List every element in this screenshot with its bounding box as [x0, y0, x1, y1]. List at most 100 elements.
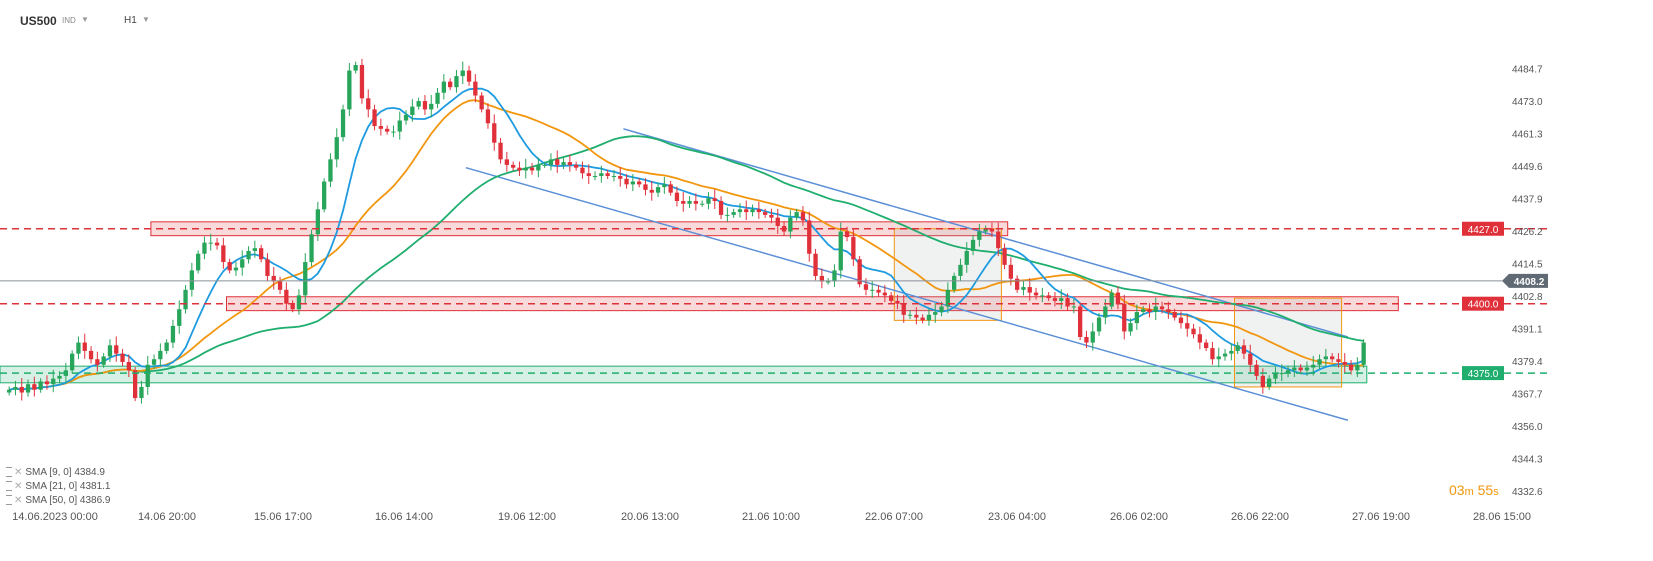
candle-bull: [340, 109, 346, 138]
candle-bear: [807, 220, 812, 254]
candle-bull: [1317, 359, 1322, 365]
candle-bear: [712, 198, 717, 201]
timer-sec-unit: s: [1493, 486, 1499, 498]
legend-value: 4381.1: [79, 481, 111, 492]
candle-bull: [1141, 309, 1146, 313]
candle-bear: [1348, 364, 1354, 371]
level-badge: [1462, 366, 1504, 381]
instrument-type-badge: IND: [62, 16, 76, 25]
channel-lower-line: [465, 166, 1349, 421]
close-icon[interactable]: ✕: [14, 495, 23, 506]
level-badge: [1462, 221, 1504, 236]
candle-bull: [7, 389, 12, 393]
sma50-line: [9, 135, 1364, 391]
candle-bear: [227, 262, 232, 271]
candle-bear: [567, 162, 572, 165]
candle-bull: [1059, 298, 1064, 301]
legend-label: SMA: [25, 481, 47, 492]
y-tick-label: 4391.1: [1512, 324, 1543, 335]
candle-bull: [630, 181, 635, 185]
candle-bull: [964, 250, 969, 265]
candle-bear: [1166, 309, 1171, 313]
y-tick-label: 4344.3: [1512, 454, 1543, 465]
close-icon[interactable]: ✕: [14, 481, 23, 492]
candle-bear: [1336, 359, 1341, 362]
y-tick-label: 4332.6: [1512, 487, 1543, 498]
sma9-line: [9, 87, 1365, 391]
candle-bear: [574, 164, 579, 168]
candle-bull: [737, 209, 743, 213]
candle-bull: [1134, 312, 1139, 324]
last-price-badge: [1502, 273, 1548, 288]
support-zone: [0, 365, 1368, 384]
candle-bear: [769, 214, 774, 218]
candle-bull: [1103, 306, 1108, 318]
candle-bear: [989, 228, 995, 232]
candle-bull: [240, 259, 245, 268]
candle-bull: [177, 309, 182, 326]
candle-bull: [750, 209, 755, 213]
candle-bear: [492, 123, 497, 143]
y-tick-label: 4356.0: [1512, 422, 1543, 433]
candle-bull: [410, 106, 415, 115]
candle-bull: [139, 386, 144, 399]
candle-bull: [13, 386, 18, 390]
candle-bull: [309, 234, 314, 263]
candle-bull: [1311, 364, 1316, 368]
candle-bear: [605, 173, 610, 177]
x-tick-label: 15.06 17:00: [254, 511, 312, 523]
candle-bear: [120, 353, 125, 362]
candle-bull: [441, 81, 446, 93]
candle-bear: [290, 303, 295, 310]
candle-bull: [158, 350, 163, 360]
y-tick-label: 4484.7: [1512, 65, 1543, 76]
candle-bull: [403, 114, 409, 121]
candle-bear: [920, 317, 925, 321]
legend-row-sma9[interactable]: ✕ SMA [9, 0] 4384.9: [6, 466, 110, 480]
candle-bull: [196, 253, 201, 271]
chevron-down-icon[interactable]: ▼: [142, 15, 150, 24]
candle-bull: [454, 76, 459, 88]
candle-bear: [775, 217, 780, 226]
chevron-down-icon[interactable]: ▼: [81, 15, 89, 24]
candle-bear: [763, 212, 768, 215]
indicator-legend: ✕ SMA [9, 0] 4384.9 ✕ SMA [21, 0] 4381.1 ✕…: [6, 466, 110, 508]
settings-icon[interactable]: [6, 467, 12, 478]
settings-icon[interactable]: [6, 495, 12, 506]
candle-bull: [1222, 353, 1228, 357]
candle-bull: [611, 176, 617, 178]
candle-bear: [511, 164, 516, 168]
y-tick-label: 4414.5: [1512, 259, 1543, 270]
candles-layer: [7, 58, 1366, 404]
candle-bear: [813, 253, 818, 276]
moving-averages-layer: [9, 87, 1365, 391]
candle-bull: [397, 120, 402, 132]
candle-bear: [1078, 306, 1083, 338]
timeframe-selector[interactable]: H1: [124, 15, 137, 26]
y-tick-label: 4473.0: [1512, 97, 1543, 108]
legend-value: 4384.9: [74, 467, 105, 478]
legend-params: [50, 0]: [49, 495, 78, 506]
symbol-label[interactable]: US500: [20, 14, 57, 28]
close-icon[interactable]: ✕: [14, 467, 23, 478]
candle-bear: [1122, 303, 1127, 332]
y-axis: 4484.7 4473.0 4461.3 4449.6 4437.9 4426.2 4414…: [1512, 65, 1543, 498]
candle-bull: [832, 270, 837, 282]
timer-minutes: 03: [1449, 482, 1465, 498]
legend-row-sma50[interactable]: ✕ SMA [50, 0] 4386.9: [6, 494, 110, 508]
candle-bear: [1248, 353, 1253, 365]
candle-bull: [826, 281, 831, 283]
settings-icon[interactable]: [6, 481, 12, 492]
candle-bear: [668, 184, 673, 193]
candle-bear: [479, 95, 484, 110]
y-tick-label: 4367.7: [1512, 389, 1543, 400]
candle-bull: [246, 250, 251, 260]
candle-bull: [429, 103, 434, 110]
candle-bull: [1273, 373, 1278, 379]
candle-bear: [882, 292, 887, 296]
candle-bear: [372, 109, 377, 127]
legend-row-sma21[interactable]: ✕ SMA [21, 0] 4381.1: [6, 480, 110, 494]
candle-bear: [133, 370, 138, 399]
candle-bull: [183, 289, 188, 310]
